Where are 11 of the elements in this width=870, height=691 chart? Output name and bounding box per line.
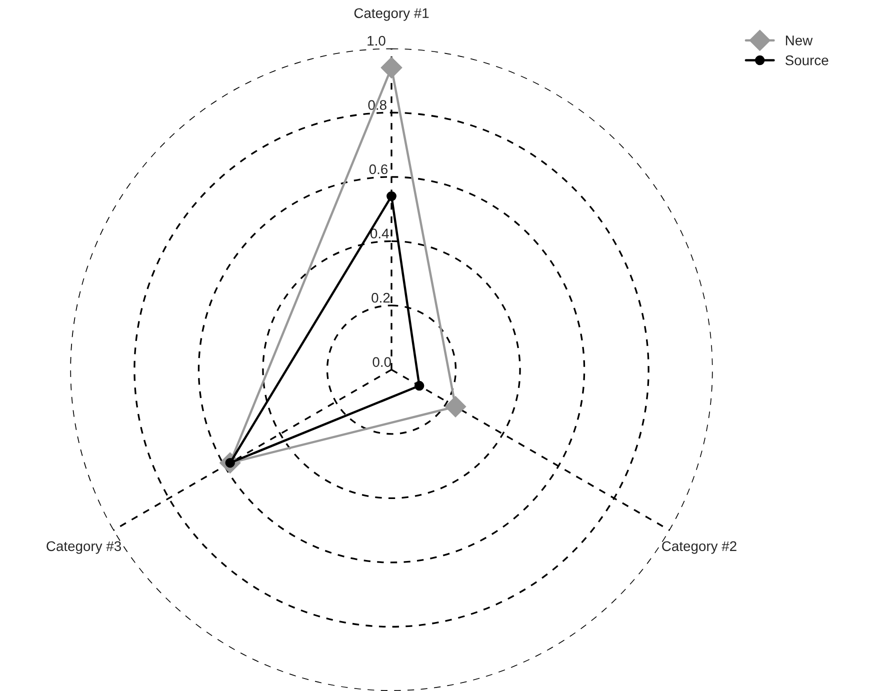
- y-tick-label: 0.6: [369, 164, 388, 174]
- y-tick-label: 0.2: [372, 292, 390, 303]
- y-tick-label: 0.8: [368, 100, 386, 110]
- spoke-label: Category #1: [354, 8, 429, 21]
- legend-label: New: [786, 36, 813, 46]
- y-tick-label: 0.0: [372, 357, 391, 367]
- legend-label: Source: [785, 55, 828, 66]
- y-tick-label: 1.0: [368, 36, 386, 46]
- y-tick-label: 0.4: [370, 228, 389, 238]
- spoke-label: Category #2: [662, 541, 736, 554]
- spoke-label: Category #3: [46, 541, 121, 554]
